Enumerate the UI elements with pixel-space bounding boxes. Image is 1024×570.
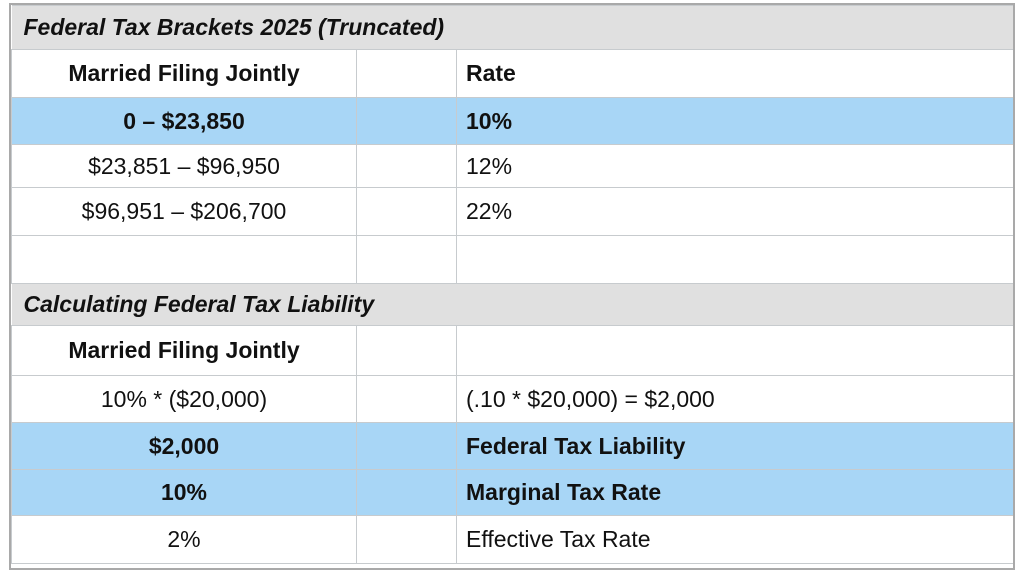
header-married-filing-jointly: Married Filing Jointly: [11, 49, 357, 98]
empty-cell: [455, 235, 1013, 284]
section1-header-row: Married Filing Jointly Rate: [11, 49, 1013, 98]
empty-cell: [356, 422, 457, 470]
section2-title: Calculating Federal Tax Liability: [11, 283, 1013, 326]
bracket-rate: 10%: [455, 97, 1013, 145]
empty-cell: [356, 469, 457, 516]
empty-cell: [11, 235, 357, 284]
effective-rate-label: Effective Tax Rate: [455, 515, 1013, 564]
calc-expression: 10% * ($20,000): [11, 375, 357, 423]
bracket-rate: 22%: [455, 187, 1013, 236]
calc-result: (.10 * $20,000) = $2,000: [455, 375, 1013, 423]
tax-table: Federal Tax Brackets 2025 (Truncated) Ma…: [9, 3, 1015, 570]
empty-cell: [356, 187, 457, 236]
header-empty-cell: [455, 325, 1013, 376]
empty-cell: [356, 97, 457, 145]
calc-row-liability: $2,000 Federal Tax Liability: [11, 422, 1013, 470]
spreadsheet-table: Federal Tax Brackets 2025 (Truncated) Ma…: [11, 5, 1013, 564]
marginal-rate-label: Marginal Tax Rate: [455, 469, 1013, 516]
empty-cell: [356, 235, 457, 284]
empty-cell: [356, 144, 457, 188]
bracket-range: 0 – $23,850: [11, 97, 357, 145]
spacer-row: [11, 235, 1013, 284]
liability-amount: $2,000: [11, 422, 357, 470]
effective-rate-value: 2%: [11, 515, 357, 564]
section2-header-row: Married Filing Jointly: [11, 325, 1013, 376]
bracket-row-2: $23,851 – $96,950 12%: [11, 144, 1013, 188]
empty-cell: [356, 515, 457, 564]
liability-label: Federal Tax Liability: [455, 422, 1013, 470]
calc-row-formula: 10% * ($20,000) (.10 * $20,000) = $2,000: [11, 375, 1013, 423]
section1-title-row: Federal Tax Brackets 2025 (Truncated): [11, 5, 1013, 50]
bracket-row-3: $96,951 – $206,700 22%: [11, 187, 1013, 236]
calc-row-effective: 2% Effective Tax Rate: [11, 515, 1013, 564]
marginal-rate-value: 10%: [11, 469, 357, 516]
header-rate: Rate: [455, 49, 1013, 98]
calc-row-marginal: 10% Marginal Tax Rate: [11, 469, 1013, 516]
bracket-range: $96,951 – $206,700: [11, 187, 357, 236]
header-empty-cell: [356, 325, 457, 376]
bracket-row-1: 0 – $23,850 10%: [11, 97, 1013, 145]
header-empty-cell: [356, 49, 457, 98]
bracket-rate: 12%: [455, 144, 1013, 188]
header-married-filing-jointly: Married Filing Jointly: [11, 325, 357, 376]
bracket-range: $23,851 – $96,950: [11, 144, 357, 188]
section2-title-row: Calculating Federal Tax Liability: [11, 283, 1013, 326]
section1-title: Federal Tax Brackets 2025 (Truncated): [11, 5, 1013, 50]
empty-cell: [356, 375, 457, 423]
